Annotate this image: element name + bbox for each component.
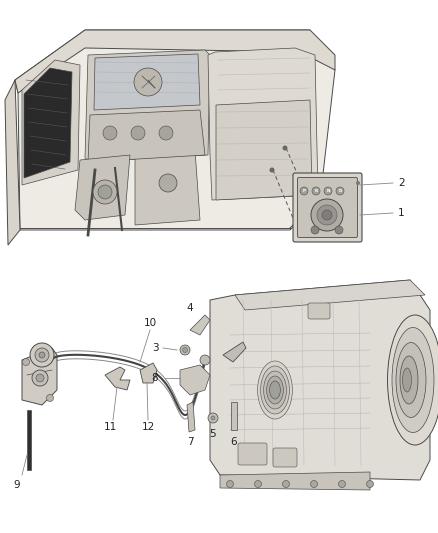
Ellipse shape: [392, 327, 434, 432]
Polygon shape: [216, 100, 312, 200]
Polygon shape: [231, 402, 237, 430]
Polygon shape: [208, 48, 318, 200]
Text: 3: 3: [152, 343, 158, 353]
Circle shape: [317, 205, 337, 225]
Text: 2: 2: [398, 178, 405, 188]
Polygon shape: [22, 348, 57, 405]
Circle shape: [356, 181, 360, 185]
Circle shape: [335, 226, 343, 234]
Text: R: R: [314, 189, 318, 193]
Polygon shape: [223, 342, 246, 362]
Text: 8: 8: [152, 373, 158, 383]
Ellipse shape: [400, 356, 418, 404]
Circle shape: [311, 481, 318, 488]
Polygon shape: [88, 110, 205, 162]
Circle shape: [46, 394, 53, 401]
Polygon shape: [22, 60, 80, 185]
Polygon shape: [15, 30, 335, 230]
Ellipse shape: [264, 371, 286, 409]
Text: 12: 12: [141, 422, 155, 432]
Circle shape: [311, 199, 343, 231]
Circle shape: [180, 345, 190, 355]
Circle shape: [311, 226, 319, 234]
Ellipse shape: [261, 366, 290, 414]
Circle shape: [208, 413, 218, 423]
Ellipse shape: [388, 315, 438, 445]
Circle shape: [134, 68, 162, 96]
Circle shape: [336, 187, 344, 195]
Text: D: D: [338, 189, 342, 193]
Polygon shape: [15, 30, 335, 93]
Text: 5: 5: [210, 429, 216, 439]
Circle shape: [226, 481, 233, 488]
Circle shape: [322, 210, 332, 220]
Text: 11: 11: [103, 422, 117, 432]
Polygon shape: [24, 68, 72, 178]
Circle shape: [254, 481, 261, 488]
Polygon shape: [187, 402, 195, 432]
Circle shape: [39, 352, 45, 358]
Circle shape: [312, 187, 320, 195]
Ellipse shape: [267, 376, 283, 404]
Circle shape: [32, 370, 48, 386]
Circle shape: [283, 481, 290, 488]
Circle shape: [300, 187, 308, 195]
Polygon shape: [105, 367, 130, 390]
FancyBboxPatch shape: [293, 173, 362, 242]
Circle shape: [93, 180, 117, 204]
Text: 6: 6: [231, 437, 237, 447]
Text: 9: 9: [14, 480, 20, 490]
Circle shape: [269, 167, 275, 173]
Polygon shape: [190, 315, 210, 335]
Polygon shape: [210, 280, 430, 480]
Text: 4: 4: [187, 303, 193, 313]
Polygon shape: [94, 54, 200, 110]
Circle shape: [103, 126, 117, 140]
Ellipse shape: [258, 361, 293, 419]
Circle shape: [98, 185, 112, 199]
FancyBboxPatch shape: [273, 448, 297, 467]
Polygon shape: [180, 365, 210, 395]
Circle shape: [159, 126, 173, 140]
Ellipse shape: [403, 368, 411, 392]
Text: 7: 7: [187, 437, 193, 447]
Circle shape: [200, 355, 210, 365]
Circle shape: [35, 348, 49, 362]
Text: 10: 10: [143, 318, 156, 328]
Text: P: P: [303, 189, 305, 193]
Circle shape: [36, 374, 44, 382]
Polygon shape: [220, 472, 370, 490]
Polygon shape: [5, 80, 20, 245]
Circle shape: [159, 174, 177, 192]
Circle shape: [339, 481, 346, 488]
Circle shape: [131, 126, 145, 140]
Polygon shape: [27, 410, 31, 470]
FancyBboxPatch shape: [308, 303, 330, 319]
Circle shape: [367, 481, 374, 488]
Polygon shape: [135, 150, 200, 225]
Circle shape: [22, 359, 29, 366]
Circle shape: [283, 146, 287, 150]
Ellipse shape: [396, 343, 426, 417]
Text: N: N: [326, 189, 330, 193]
Circle shape: [324, 187, 332, 195]
Polygon shape: [235, 280, 425, 310]
FancyBboxPatch shape: [238, 443, 267, 465]
Circle shape: [211, 416, 215, 420]
Text: 1: 1: [398, 208, 405, 218]
Polygon shape: [75, 155, 130, 220]
Polygon shape: [85, 50, 210, 162]
Polygon shape: [140, 363, 157, 383]
Ellipse shape: [270, 381, 280, 399]
Circle shape: [30, 343, 54, 367]
Circle shape: [183, 348, 187, 352]
FancyBboxPatch shape: [297, 177, 357, 238]
